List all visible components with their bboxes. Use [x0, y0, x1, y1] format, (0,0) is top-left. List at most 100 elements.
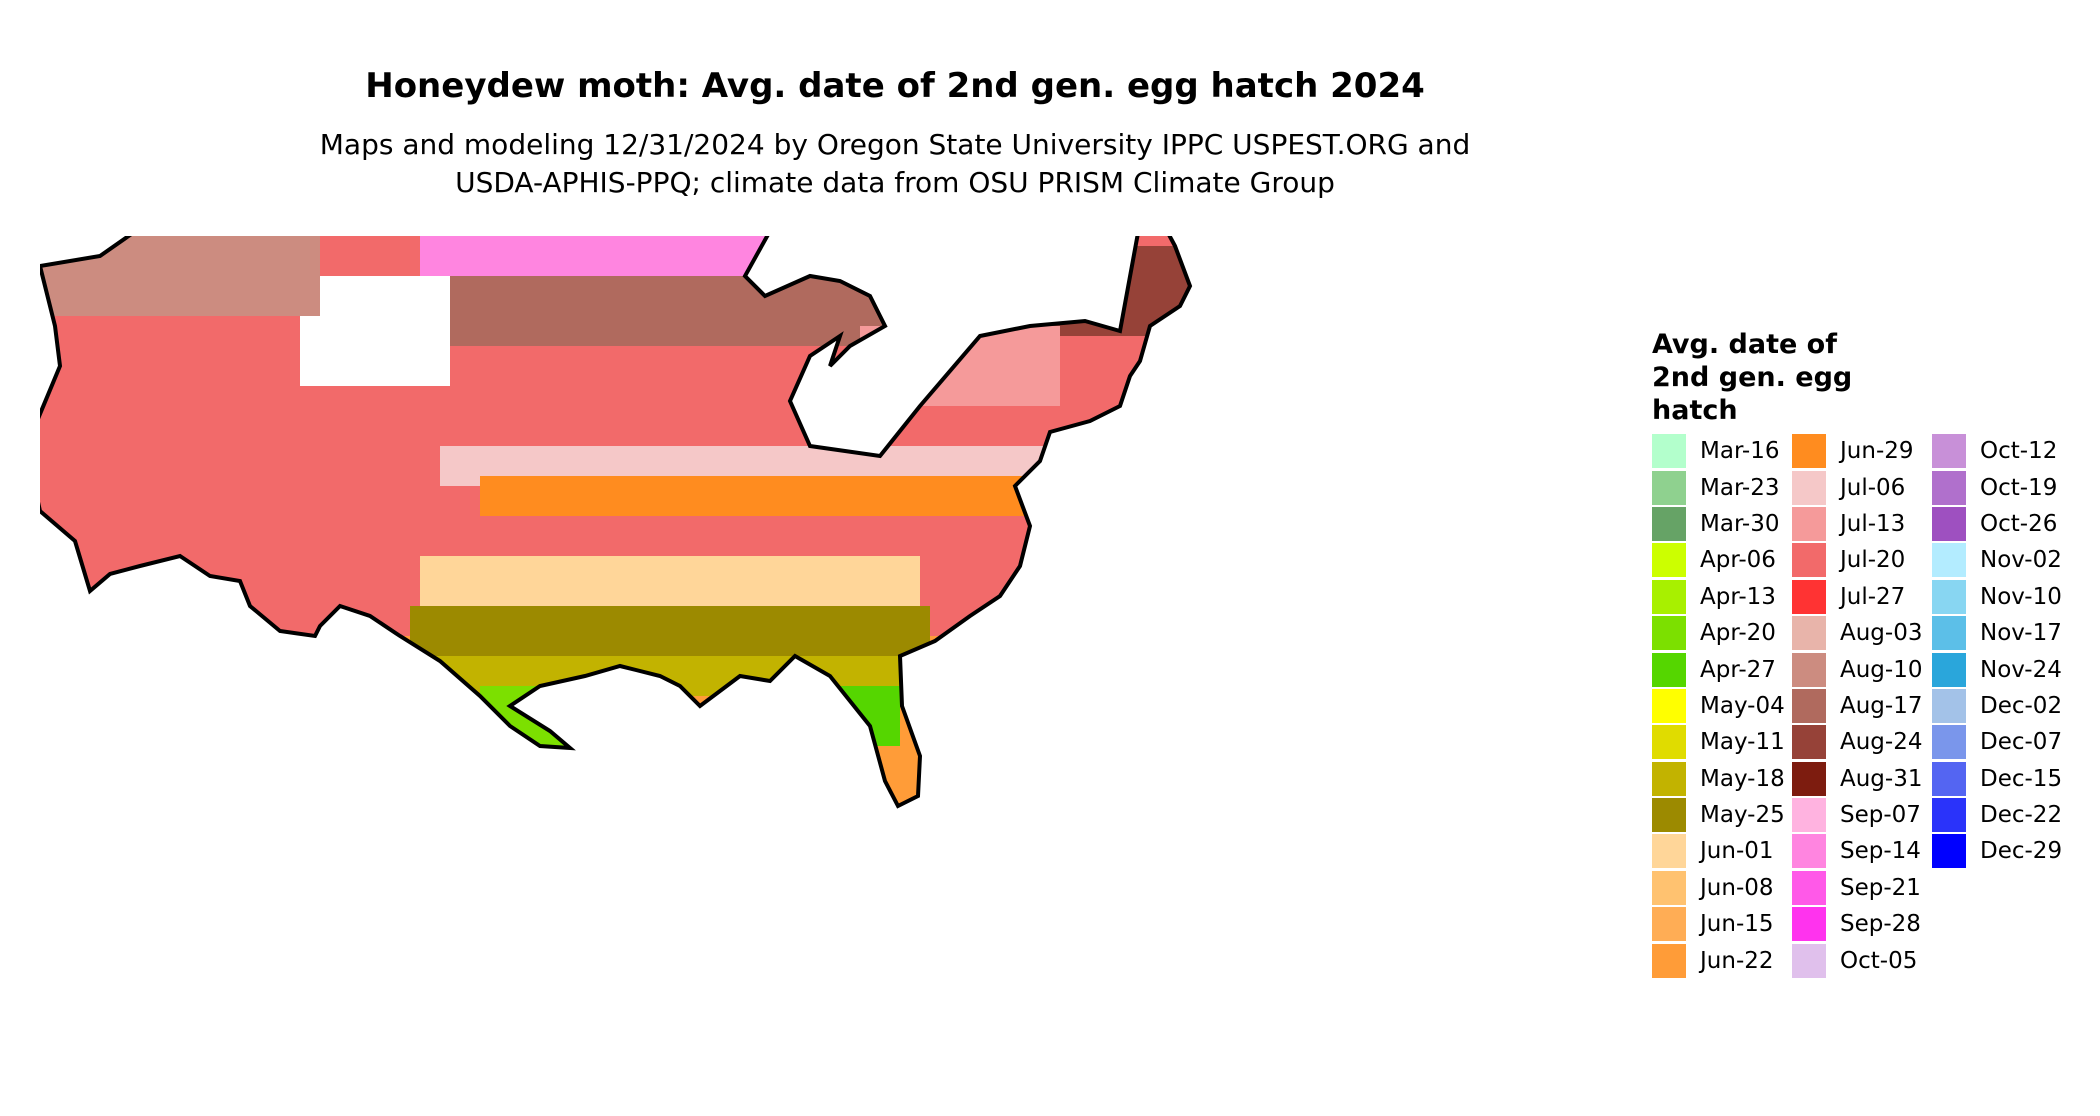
legend-item: May-04 — [1652, 688, 1785, 724]
legend-item: Jul-27 — [1792, 579, 1922, 615]
legend-swatch — [1652, 434, 1686, 469]
legend-item: Apr-06 — [1652, 542, 1785, 578]
legend-label: Sep-07 — [1840, 802, 1921, 829]
legend-item: Oct-26 — [1932, 506, 2062, 542]
legend-item: Dec-29 — [1932, 833, 2062, 869]
legend-item: Jun-22 — [1652, 942, 1785, 978]
legend-label: Apr-06 — [1700, 547, 1776, 574]
legend-item: Jun-01 — [1652, 833, 1785, 869]
legend-label: Sep-14 — [1840, 838, 1921, 865]
legend-label: Jul-20 — [1840, 547, 1906, 574]
legend-swatch — [1652, 870, 1686, 905]
legend-column: Mar-16 Mar-23 Mar-30 Apr-06 Apr-13 Apr-20 Apr-… — [1652, 433, 1785, 979]
legend-swatch — [1792, 506, 1826, 541]
legend-swatch — [1932, 834, 1966, 869]
legend-label: Jun-22 — [1700, 947, 1774, 974]
legend-item: Sep-07 — [1792, 797, 1922, 833]
legend-label: Dec-02 — [1980, 692, 2063, 719]
legend-label: Dec-29 — [1980, 838, 2063, 865]
legend-swatch — [1652, 506, 1686, 541]
legend-label: Oct-12 — [1980, 438, 2058, 465]
legend-label: Dec-22 — [1980, 802, 2063, 829]
legend-swatch — [1652, 543, 1686, 578]
legend-item: Aug-10 — [1792, 651, 1922, 687]
legend-label: Jun-15 — [1700, 911, 1774, 938]
legend-label: Mar-30 — [1700, 510, 1780, 537]
legend-item: Sep-21 — [1792, 870, 1922, 906]
legend-swatch — [1652, 761, 1686, 796]
us-map — [27, 211, 1193, 809]
legend-swatch — [1652, 834, 1686, 869]
subtitle-line-2: USDA-APHIS-PPQ; climate data from OSU PR… — [455, 166, 1335, 199]
legend-item: May-11 — [1652, 724, 1785, 760]
legend-swatch — [1652, 798, 1686, 833]
legend-item: Mar-30 — [1652, 506, 1785, 542]
legend-swatch — [1792, 870, 1826, 905]
legend-label: Oct-05 — [1840, 947, 1918, 974]
legend-swatch — [1792, 688, 1826, 723]
legend-label: Dec-15 — [1980, 765, 2063, 792]
legend-swatch — [1652, 725, 1686, 760]
legend-swatch — [1792, 579, 1826, 614]
legend-swatch — [1792, 470, 1826, 505]
legend-label: Aug-10 — [1840, 656, 1923, 683]
legend-label: Aug-31 — [1840, 765, 1923, 792]
hatch-date-raster — [30, 214, 1190, 806]
legend-column: Jun-29 Jul-06 Jul-13 Jul-20 Jul-27 Aug-03 Aug-… — [1792, 433, 1922, 979]
legend-item: Aug-17 — [1792, 688, 1922, 724]
legend-item: Apr-27 — [1652, 651, 1785, 687]
legend-swatch — [1932, 579, 1966, 614]
legend-swatch — [1652, 907, 1686, 942]
legend-swatch — [1932, 616, 1966, 651]
legend-swatch — [1792, 943, 1826, 978]
legend-label: Mar-23 — [1700, 474, 1780, 501]
legend-item: Nov-02 — [1932, 542, 2062, 578]
legend-title: Avg. date of 2nd gen. egg hatch — [1652, 328, 1852, 427]
map-area — [27, 211, 1610, 1076]
subtitle-line-1: Maps and modeling 12/31/2024 by Oregon S… — [319, 128, 1471, 161]
legend-label: Apr-27 — [1700, 656, 1776, 683]
legend-item: Oct-12 — [1932, 433, 2062, 469]
legend-item: Oct-19 — [1932, 469, 2062, 505]
legend-swatch — [1932, 798, 1966, 833]
legend-item: Sep-14 — [1792, 833, 1922, 869]
legend-label: Aug-17 — [1840, 692, 1923, 719]
legend-swatch — [1652, 652, 1686, 687]
legend-label: Oct-19 — [1980, 474, 2058, 501]
legend-item: Aug-03 — [1792, 615, 1922, 651]
legend-swatch — [1792, 616, 1826, 651]
legend-item: Sep-28 — [1792, 906, 1922, 942]
us-outline — [27, 211, 1193, 809]
legend-item: Oct-05 — [1792, 942, 1922, 978]
legend-label: Dec-07 — [1980, 729, 2063, 756]
legend-swatch — [1792, 761, 1826, 796]
legend-swatch — [1652, 579, 1686, 614]
legend-item: Nov-24 — [1932, 651, 2062, 687]
legend-swatch — [1792, 798, 1826, 833]
legend-item: Dec-22 — [1932, 797, 2062, 833]
legend-label: May-11 — [1700, 729, 1785, 756]
legend-label: Nov-24 — [1980, 656, 2062, 683]
legend-swatch — [1652, 688, 1686, 723]
legend-item: Jun-08 — [1652, 870, 1785, 906]
legend-item: Jun-15 — [1652, 906, 1785, 942]
legend-title-line-3: hatch — [1652, 395, 1738, 426]
legend-label: Nov-10 — [1980, 583, 2062, 610]
legend-swatch — [1652, 943, 1686, 978]
legend-label: Nov-02 — [1980, 547, 2062, 574]
legend-swatch — [1932, 761, 1966, 796]
legend-label: May-18 — [1700, 765, 1785, 792]
legend-swatch — [1932, 434, 1966, 469]
legend-label: Jun-01 — [1700, 838, 1774, 865]
legend-item: Jun-29 — [1792, 433, 1922, 469]
legend-item: Jul-20 — [1792, 542, 1922, 578]
legend-item: Mar-16 — [1652, 433, 1785, 469]
legend-item: Nov-17 — [1932, 615, 2062, 651]
legend-swatch — [1792, 834, 1826, 869]
legend-label: Jun-29 — [1840, 438, 1914, 465]
legend-item: Mar-23 — [1652, 469, 1785, 505]
legend-swatch — [1792, 725, 1826, 760]
legend-label: Jul-06 — [1840, 474, 1906, 501]
legend-item: Jul-13 — [1792, 506, 1922, 542]
legend-item: Apr-20 — [1652, 615, 1785, 651]
